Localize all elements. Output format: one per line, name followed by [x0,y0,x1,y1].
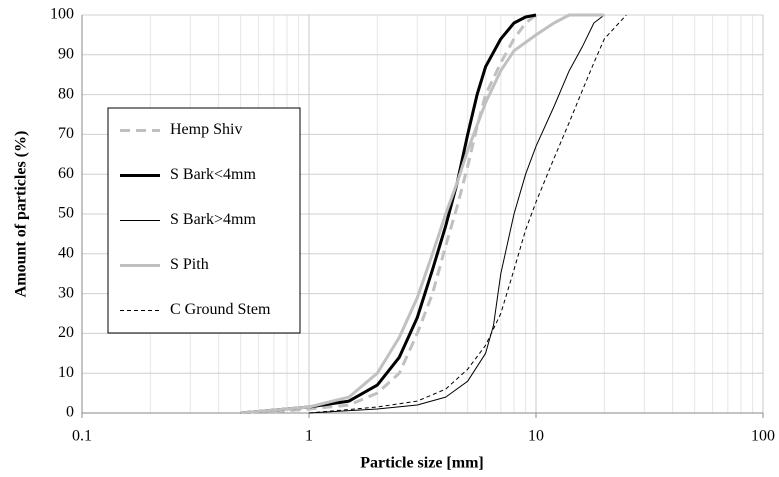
data-line [258,13,537,414]
data-line [240,13,537,414]
y-tick-label: 50 [58,205,74,222]
y-tick-label: 20 [58,324,74,341]
data-line [240,13,605,414]
x-tick-label: 0.1 [72,428,92,445]
x-axis-title: Particle size [mm] [360,455,483,472]
y-tick-label: 70 [58,125,74,142]
legend-label: S Pith [170,256,209,273]
y-tick-label: 0 [66,404,74,421]
legend-label: Hemp Shiv [170,121,242,138]
x-tick-label: 10 [528,428,544,445]
x-tick-label: 100 [751,428,775,445]
y-tick-label: 80 [58,85,74,102]
y-tick-label: 90 [58,45,74,62]
y-axis-title: Amount of particles (%) [13,131,30,298]
legend-label: C Ground Stem [170,301,271,318]
plot-lines [240,13,627,414]
data-line [308,14,605,414]
legend-label: S Bark<4mm [170,166,256,183]
y-tick-label: 100 [50,6,74,23]
y-tick-label: 30 [58,284,74,301]
y-tick-label: 60 [58,165,74,182]
legend-label: S Bark>4mm [170,211,256,228]
y-tick-label: 40 [58,244,74,261]
x-tick-label: 1 [305,428,313,445]
data-line [308,14,627,414]
y-tick-label: 10 [58,364,74,381]
